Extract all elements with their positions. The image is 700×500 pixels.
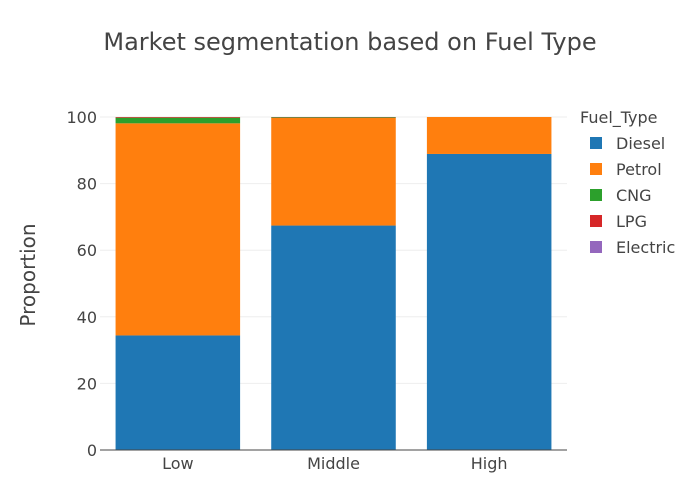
y-tick-label: 80 [77,175,97,194]
legend-swatch [590,163,602,175]
x-tick-label: Middle [307,454,360,473]
bar-cng-middle [271,117,396,118]
y-tick-label: 100 [66,108,97,127]
y-tick-labels: 0 20 40 60 80 100 [66,108,97,460]
legend-item-petrol: Petrol [616,160,662,179]
y-tick-label: 20 [77,374,97,393]
bar-petrol-high [426,117,552,154]
y-tick-label: 0 [87,441,97,460]
bar-petrol-low [115,123,241,336]
y-axis-label: Proportion [16,223,40,326]
bars [115,117,552,450]
legend-item-lpg: LPG [616,212,647,231]
x-tick-label: High [471,454,508,473]
legend-title: Fuel_Type [580,108,658,128]
bar-cng-low [115,117,241,124]
x-tick-labels: Low Middle High [162,454,507,473]
legend-swatch [590,215,602,227]
x-tick-label: Low [162,454,194,473]
bar-diesel-high [426,153,552,450]
bar-diesel-low [115,335,241,450]
y-tick-label: 40 [77,308,97,327]
bar-diesel-middle [271,225,396,450]
legend-item-diesel: Diesel [616,134,665,153]
y-tick-label: 60 [77,241,97,260]
chart-title: Market segmentation based on Fuel Type [103,28,596,56]
bar-lpg-low [115,117,241,118]
legend-swatch [590,241,602,253]
legend-swatch [590,189,602,201]
legend: Fuel_Type Diesel Petrol CNG LPG Electric [580,108,675,257]
legend-item-cng: CNG [616,186,652,205]
bar-petrol-middle [271,117,396,226]
legend-item-electric: Electric [616,238,675,257]
legend-swatch [590,137,602,149]
